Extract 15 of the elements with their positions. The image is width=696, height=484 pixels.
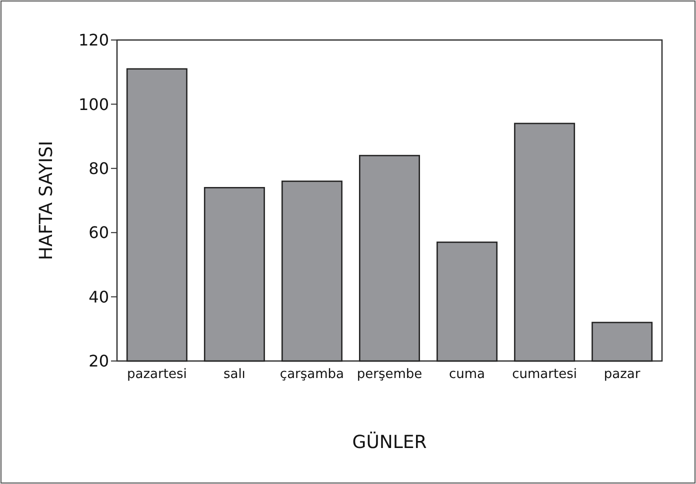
- x-tick-label: cumartesi: [512, 367, 577, 382]
- x-tick-label: çarşamba: [280, 367, 344, 382]
- x-tick-label: pazar: [604, 367, 641, 382]
- x-axis-title: GÜNLER: [352, 431, 427, 453]
- y-tick-label: 80: [88, 159, 109, 178]
- x-tick-label: cuma: [449, 367, 486, 382]
- y-tick-label: 40: [88, 287, 109, 306]
- y-axis-title: HAFTA SAYISI: [36, 140, 57, 260]
- y-tick-label: 100: [78, 94, 109, 114]
- y-tick-label: 120: [78, 30, 109, 50]
- y-tick-label: 20: [88, 352, 109, 371]
- x-tick-label: perşembe: [356, 367, 422, 382]
- x-tick-label: salı: [223, 367, 246, 382]
- y-tick-label: 60: [88, 223, 109, 242]
- x-tick-label: pazartesi: [127, 367, 187, 382]
